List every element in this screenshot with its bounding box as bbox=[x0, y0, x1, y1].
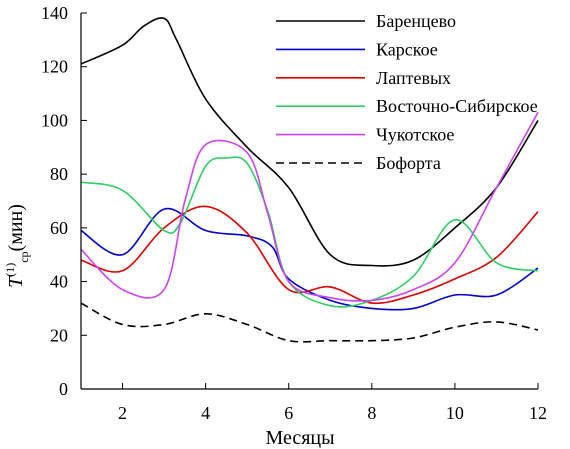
series-line-3 bbox=[80, 205, 539, 305]
y-axis-title-sup: (1) bbox=[3, 263, 17, 277]
x-tick-label: 2 bbox=[118, 403, 127, 423]
axes bbox=[80, 12, 539, 390]
y-tick-label: 80 bbox=[50, 164, 68, 184]
series-line-1 bbox=[80, 17, 539, 267]
x-tick-label: 4 bbox=[201, 403, 210, 423]
x-tick-label: 8 bbox=[367, 403, 376, 423]
series-line-6 bbox=[80, 302, 539, 343]
y-axis-title: T(1)ср(мин) bbox=[3, 204, 31, 288]
series-line-2 bbox=[80, 207, 539, 311]
x-tick-label: 10 bbox=[446, 403, 464, 423]
series-line-4 bbox=[80, 156, 539, 308]
legend-label-1: Баренцево bbox=[376, 11, 456, 31]
x-tick-label: 6 bbox=[284, 403, 293, 423]
y-tick-label: 60 bbox=[50, 218, 68, 238]
y-tick-label: 0 bbox=[59, 379, 68, 399]
legend-label-3: Лаптевых bbox=[376, 68, 451, 88]
y-tick-label: 20 bbox=[50, 325, 68, 345]
legend-label-2: Карское bbox=[376, 39, 438, 59]
series-line-5 bbox=[80, 112, 539, 302]
tick-labels: 0 20 40 60 80 100 120 140 2 4 6 8 10 12 bbox=[41, 3, 547, 423]
y-axis-title-base: T bbox=[5, 275, 27, 288]
legend-label-4: Восточно-Сибирское bbox=[376, 96, 538, 116]
y-tick-label: 100 bbox=[41, 110, 68, 130]
series-layer bbox=[80, 17, 539, 343]
y-axis-title-sub: ср bbox=[17, 251, 31, 262]
legend-label-6: Бофорта bbox=[376, 153, 441, 173]
x-axis-title: Месяцы bbox=[265, 427, 334, 449]
y-tick-label: 40 bbox=[50, 272, 68, 292]
y-axis-title-unit: (мин) bbox=[5, 204, 27, 251]
x-tick-label: 12 bbox=[529, 403, 547, 423]
y-tick-label: 120 bbox=[41, 57, 68, 77]
y-tick-label: 140 bbox=[41, 3, 68, 23]
legend-label-5: Чукотское bbox=[376, 125, 454, 145]
legend: Баренцево Карское Лаптевых Восточно-Сибирск… bbox=[276, 11, 538, 173]
